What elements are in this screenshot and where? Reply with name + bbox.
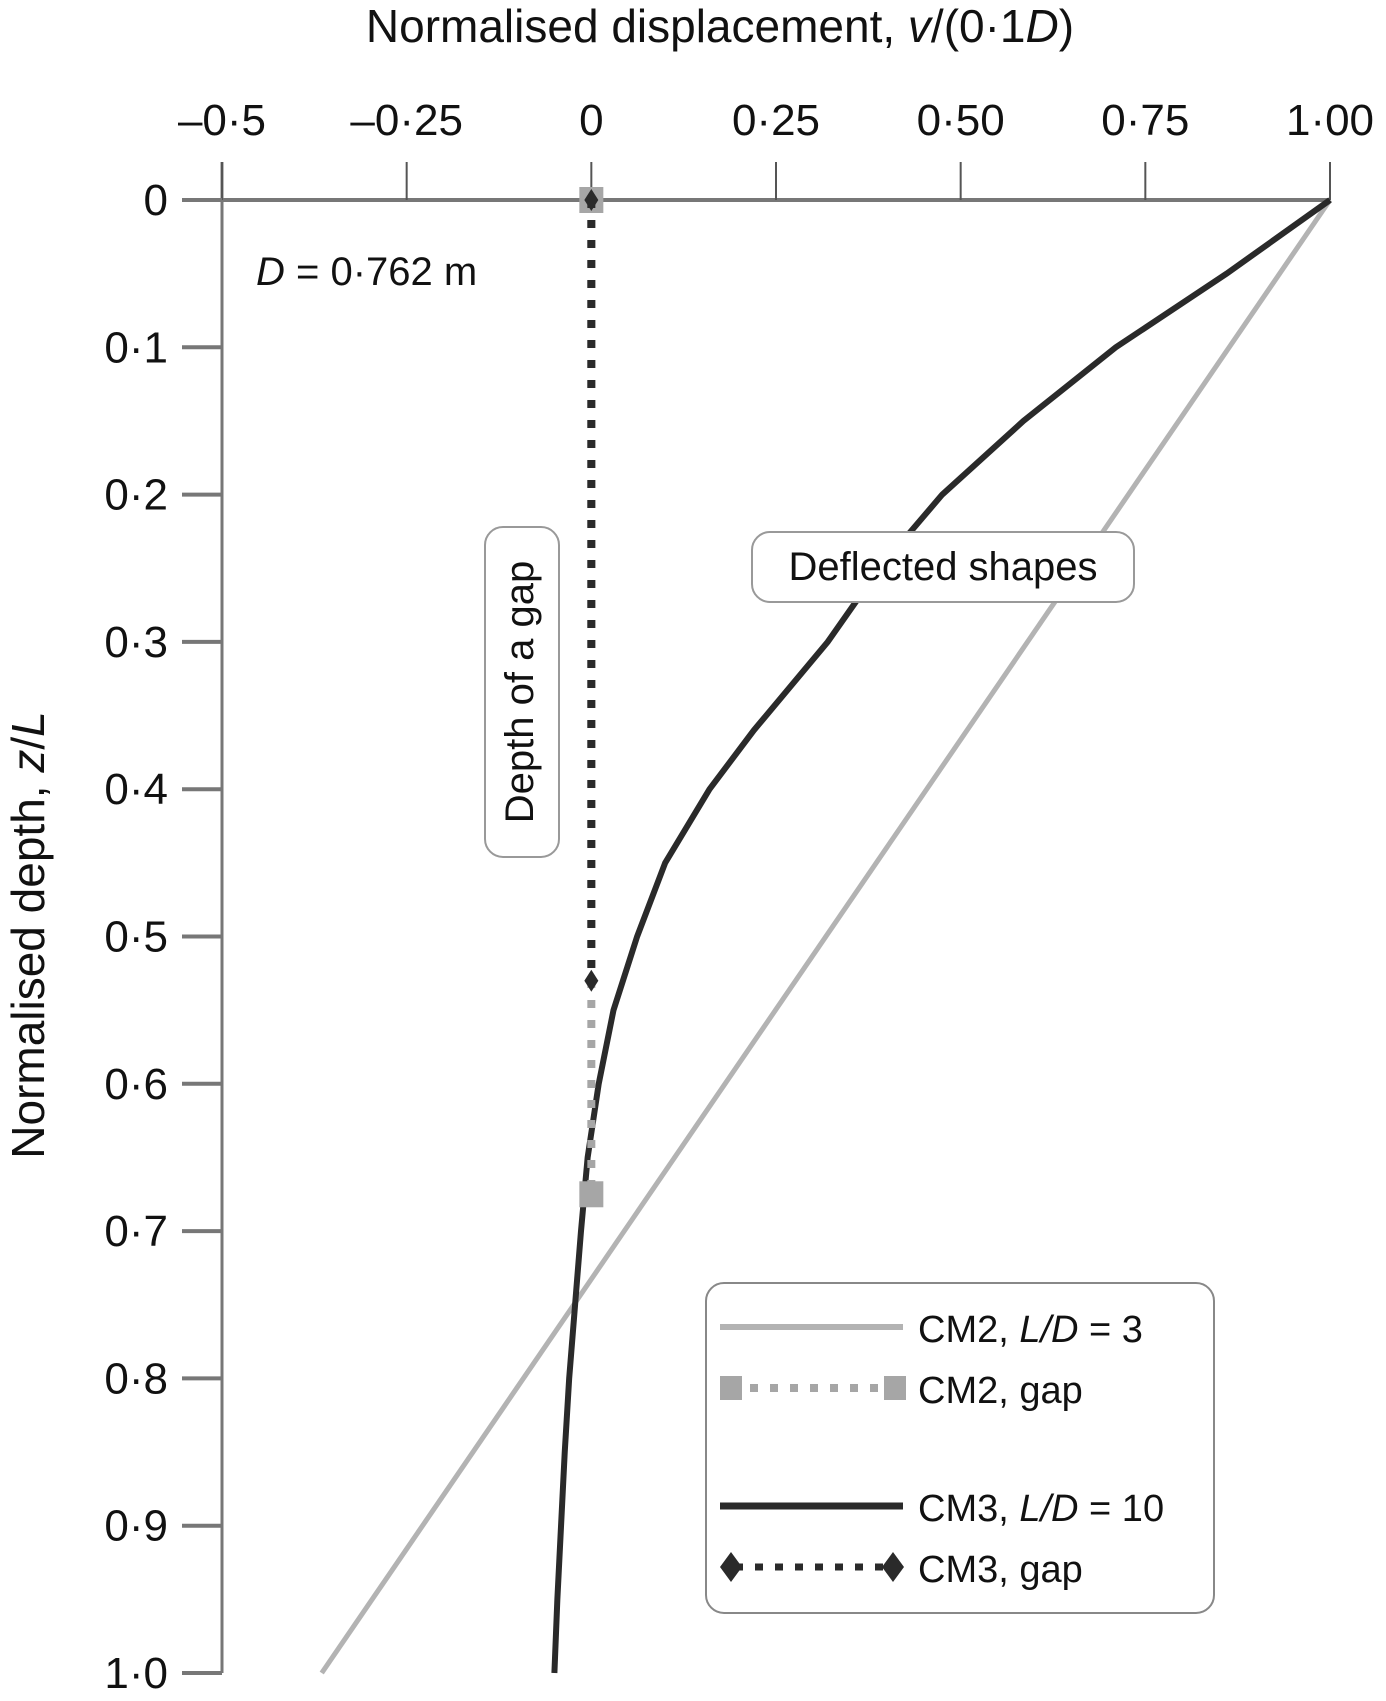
legend-label: CM3, gap [918, 1549, 1083, 1591]
x-tick-label: 0 [579, 96, 603, 145]
diameter-annotation: D = 0·762 m [256, 250, 477, 294]
y-tick-label: 0 [144, 176, 168, 225]
legend-label: CM2, L/D = 3 [918, 1309, 1143, 1351]
legend: CM2, L/D = 3 CM2, gap CM3, L/D = 10 CM3,… [705, 1282, 1215, 1614]
y-tick-label: 1·0 [104, 1649, 168, 1696]
y-tick-label: 0·7 [104, 1207, 168, 1256]
x-tick-label: 0·25 [732, 96, 820, 145]
x-tick-label: 1·00 [1286, 96, 1374, 145]
gap-marker-square [579, 1181, 604, 1208]
y-tick-label: 0·6 [104, 1060, 168, 1109]
axes: –0·5 –0·25 0 0·25 0·50 0·75 1·00 0 0·1 0·2 0·3 0·4 0… [104, 96, 1374, 1698]
y-tick-label: 0·9 [104, 1502, 168, 1551]
x-tick-label: –0·25 [350, 96, 463, 145]
y-tick-label: 0·3 [104, 618, 168, 667]
gap-label-box: Depth of a gap [484, 526, 560, 858]
series-layer [319, 187, 1333, 1675]
y-tick-label: 0·5 [104, 913, 168, 962]
gap-label: Depth of a gap [498, 561, 542, 823]
x-tick-label: 0·75 [1101, 96, 1189, 145]
x-tick-label: –0·5 [178, 96, 266, 145]
y-tick-label: 0·8 [104, 1354, 168, 1403]
y-tick-label: 0·1 [104, 323, 168, 372]
shapes-label-box: Deflected shapes [751, 531, 1135, 603]
y-axis-title: Normalised depth, z/L [2, 711, 54, 1158]
x-tick-label: 0·50 [917, 96, 1005, 145]
series-cm2-l-d-3 [319, 198, 1333, 1675]
y-tick-label: 0·2 [104, 471, 168, 520]
legend-marker-diamond [882, 1552, 904, 1582]
gap-marker-diamond [584, 189, 599, 211]
gap-marker-diamond [584, 969, 599, 992]
legend-label: CM3, L/D = 10 [918, 1488, 1164, 1530]
series-cm3-l-d-10 [551, 197, 1332, 1674]
legend-marker-square [884, 1376, 906, 1400]
shapes-label: Deflected shapes [788, 545, 1097, 589]
legend-marker-diamond [720, 1552, 742, 1582]
legend-label: CM2, gap [918, 1370, 1083, 1412]
y-tick-label: 0·4 [104, 765, 168, 814]
legend-marker-square [720, 1376, 742, 1400]
x-axis-title: Normalised displacement, v/(0·1D) [366, 0, 1074, 52]
